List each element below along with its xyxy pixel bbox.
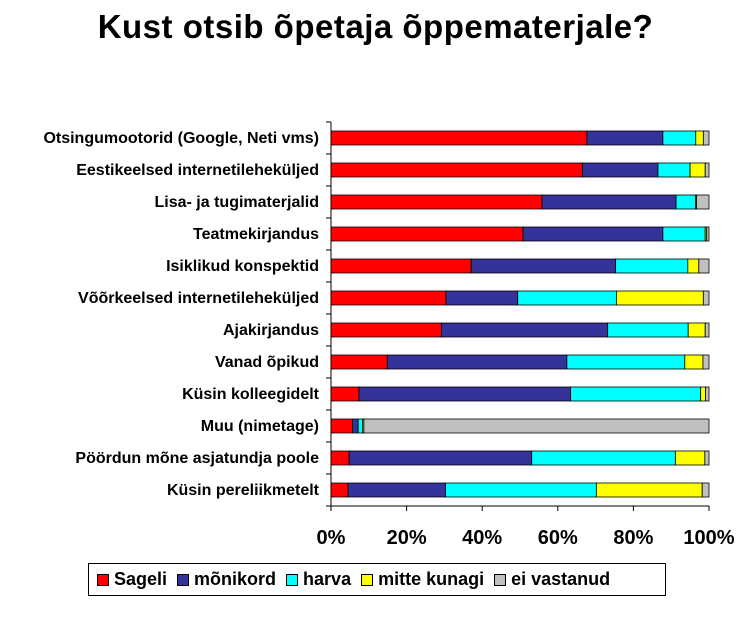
bar-segment xyxy=(363,418,710,434)
legend-item: harva xyxy=(286,569,351,590)
bar-segment xyxy=(445,290,519,306)
bar-segment xyxy=(330,258,472,274)
legend-label: mõnikord xyxy=(194,569,277,589)
legend-label: mitte kunagi xyxy=(378,569,485,589)
category-label: Teatmekirjandus xyxy=(193,226,319,243)
category-label: Muu (nimetage) xyxy=(201,418,319,435)
bar-segment xyxy=(700,386,706,402)
bar-segment xyxy=(330,194,543,210)
legend-swatch xyxy=(494,573,507,586)
bar-segment xyxy=(330,418,353,434)
category-label: Pöördun mõne asjatundja poole xyxy=(75,450,319,467)
bar-segment xyxy=(357,418,364,434)
category-label: Küsin pereliikmetelt xyxy=(167,482,320,499)
legend-swatch xyxy=(177,573,190,586)
bar-segment xyxy=(704,450,710,466)
category-label: Isiklikud konspektid xyxy=(166,258,319,275)
legend-swatch xyxy=(361,573,374,586)
bar-segment xyxy=(689,162,706,178)
chart-title: Kust otsib õpetaja õppematerjale? xyxy=(97,8,654,45)
bar-segment xyxy=(330,386,360,402)
bar-segment xyxy=(347,482,446,498)
bar-segment xyxy=(687,258,700,274)
bar-segment xyxy=(675,194,696,210)
bar-segment xyxy=(657,162,691,178)
bar-segment xyxy=(531,450,676,466)
legend-label: harva xyxy=(303,569,352,589)
legend-item: Sageli xyxy=(97,569,167,590)
bar-segment xyxy=(607,322,689,338)
bar-segment xyxy=(570,386,702,402)
bar-segment xyxy=(352,418,359,434)
bar-segment xyxy=(330,482,349,498)
chart-legend: Sageli mõnikord harva mitte kunagi ei vastan… xyxy=(88,563,666,596)
bar-segment xyxy=(706,226,710,242)
legend-label: Sageli xyxy=(114,569,168,589)
legend-swatch xyxy=(286,573,299,586)
x-tick-label: 80% xyxy=(613,527,653,549)
category-label: Ajakirjandus xyxy=(223,322,319,339)
category-label: Lisa- ja tugimaterjalid xyxy=(155,194,319,211)
legend-item: mitte kunagi xyxy=(361,569,484,590)
bar-segment xyxy=(586,130,664,146)
bar-segment xyxy=(330,290,447,306)
bar-segment xyxy=(566,354,686,370)
bar-segment xyxy=(615,258,689,274)
bar-segment xyxy=(674,450,706,466)
bar-segment xyxy=(615,290,704,306)
x-tick-label: 60% xyxy=(538,527,578,549)
legend-item: ei vastanud xyxy=(494,569,610,590)
category-label: Vanad õpikud xyxy=(215,354,319,371)
bar-segment xyxy=(522,226,664,242)
x-tick-label: 0% xyxy=(317,527,346,549)
bar-segment xyxy=(702,354,710,370)
bar-segment xyxy=(695,130,704,146)
bar-segment xyxy=(330,322,442,338)
category-label: Otsingumootorid (Google, Neti vms) xyxy=(43,130,319,147)
bar-segment xyxy=(330,354,388,370)
bar-segment xyxy=(704,162,710,178)
x-tick-label: 40% xyxy=(462,527,502,549)
bar-segment xyxy=(702,290,710,306)
bar-segment xyxy=(541,194,677,210)
category-label: Küsin kolleegidelt xyxy=(182,386,320,403)
legend-item: mõnikord xyxy=(177,569,276,590)
bar-segment xyxy=(704,322,710,338)
bar-segment xyxy=(581,162,659,178)
bar-segment xyxy=(330,226,524,242)
bar-segment xyxy=(330,450,350,466)
bar-segment xyxy=(386,354,568,370)
bar-segment xyxy=(330,130,588,146)
bar-segment xyxy=(698,258,710,274)
category-label: Eestikeelsed internetileheküljed xyxy=(76,162,319,179)
bar-segment xyxy=(348,450,533,466)
bar-segment xyxy=(470,258,617,274)
bar-segment xyxy=(358,386,572,402)
category-label: Võõrkeelsed internetileheküljed xyxy=(78,290,319,307)
bar-segment xyxy=(595,482,703,498)
legend-swatch xyxy=(97,573,109,586)
bar-segment xyxy=(687,322,706,338)
bar-segment xyxy=(517,290,617,306)
bar-segment xyxy=(684,354,704,370)
bar-segment xyxy=(702,130,710,146)
bar-segment xyxy=(705,386,710,402)
bar-segment xyxy=(662,226,706,242)
bar-segment xyxy=(662,130,697,146)
bar-segment xyxy=(330,162,583,178)
bar-segment xyxy=(445,482,597,498)
x-tick-label: 100% xyxy=(683,527,734,549)
x-tick-label: 20% xyxy=(387,527,427,549)
bar-segment xyxy=(440,322,609,338)
legend-label: ei vastanud xyxy=(511,569,611,589)
bar-segment xyxy=(696,194,710,210)
bar-segment xyxy=(701,482,710,498)
